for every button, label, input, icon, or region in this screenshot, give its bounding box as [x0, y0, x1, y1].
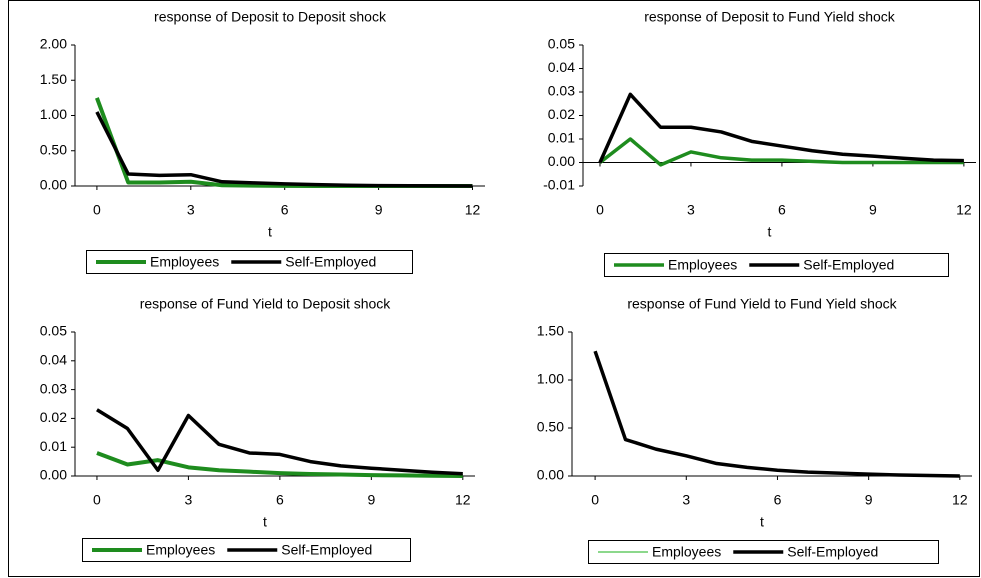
y-tick-label: 0.04 — [40, 352, 67, 368]
series-line — [593, 350, 960, 478]
legend-label: Employees — [150, 254, 219, 270]
legend-label: Self-Employed — [285, 254, 376, 270]
y-tick-label: 1.00 — [40, 106, 67, 122]
chart-title: response of Fund Yield to Fund Yield sho… — [627, 296, 897, 312]
x-tick-label: 9 — [865, 492, 873, 508]
x-axis-label: t — [760, 514, 764, 530]
x-tick-label: 0 — [93, 202, 101, 218]
series-line — [598, 137, 964, 167]
legend-label: Self-Employed — [803, 257, 894, 273]
y-tick-label: 0.03 — [548, 83, 575, 99]
x-tick-label: 6 — [276, 492, 284, 508]
x-tick-label: 6 — [774, 492, 782, 508]
y-tick-label: 0.05 — [548, 36, 575, 52]
series-line — [598, 92, 964, 164]
y-tick-label: 0.02 — [40, 409, 67, 425]
series-line — [594, 350, 960, 477]
y-tick-label: 0.02 — [548, 106, 575, 122]
x-tick-label: 0 — [596, 202, 604, 218]
x-tick-label: 6 — [778, 202, 786, 218]
series-line — [95, 97, 473, 188]
x-axis-label: t — [768, 224, 772, 240]
x-tick-label: 3 — [682, 492, 690, 508]
chart-title: response of Fund Yield to Deposit shock — [140, 296, 392, 312]
x-tick-label: 9 — [869, 202, 877, 218]
y-tick-label: 1.00 — [537, 371, 564, 387]
frame — [8, 0, 980, 577]
x-tick-label: 9 — [375, 202, 383, 218]
x-tick-label: 12 — [465, 202, 481, 218]
y-tick-label: 0.50 — [537, 419, 564, 435]
x-tick-label: 0 — [93, 492, 101, 508]
legend-label: Employees — [146, 542, 215, 558]
y-tick-label: 0.50 — [40, 141, 67, 157]
y-tick-label: 0.04 — [548, 59, 575, 75]
series-line — [95, 111, 473, 188]
x-axis-label: t — [268, 224, 272, 240]
legend-label: Self-Employed — [281, 542, 372, 558]
legend-label: Self-Employed — [787, 544, 878, 560]
y-tick-label: 2.00 — [40, 36, 67, 52]
y-tick-label: 0.00 — [537, 467, 564, 483]
y-tick-label: 1.50 — [537, 323, 564, 339]
y-tick-label: 0.01 — [40, 438, 67, 454]
y-tick-label: 0.03 — [40, 380, 67, 396]
chart-title: response of Deposit to Fund Yield shock — [644, 9, 896, 25]
legend-label: Employees — [668, 257, 737, 273]
y-tick-label: 1.50 — [40, 71, 67, 87]
chart-title: response of Deposit to Deposit shock — [154, 9, 387, 25]
x-tick-label: 3 — [187, 202, 195, 218]
x-tick-label: 9 — [367, 492, 375, 508]
y-tick-label: 0.00 — [548, 153, 575, 169]
series-line — [96, 408, 463, 476]
legend-label: Employees — [652, 544, 721, 560]
y-tick-label: 0.05 — [40, 323, 67, 339]
x-tick-label: 3 — [687, 202, 695, 218]
y-tick-label: 0.00 — [40, 177, 67, 193]
series-line — [96, 451, 463, 478]
x-tick-label: 12 — [952, 492, 968, 508]
x-axis-label: t — [263, 514, 267, 530]
y-tick-label: -0.01 — [543, 177, 575, 193]
y-tick-label: 0.01 — [548, 130, 575, 146]
x-tick-label: 3 — [185, 492, 193, 508]
x-tick-label: 12 — [956, 202, 972, 218]
x-tick-label: 0 — [591, 492, 599, 508]
y-tick-label: 0.00 — [40, 467, 67, 483]
x-tick-label: 6 — [281, 202, 289, 218]
x-tick-label: 12 — [455, 492, 471, 508]
